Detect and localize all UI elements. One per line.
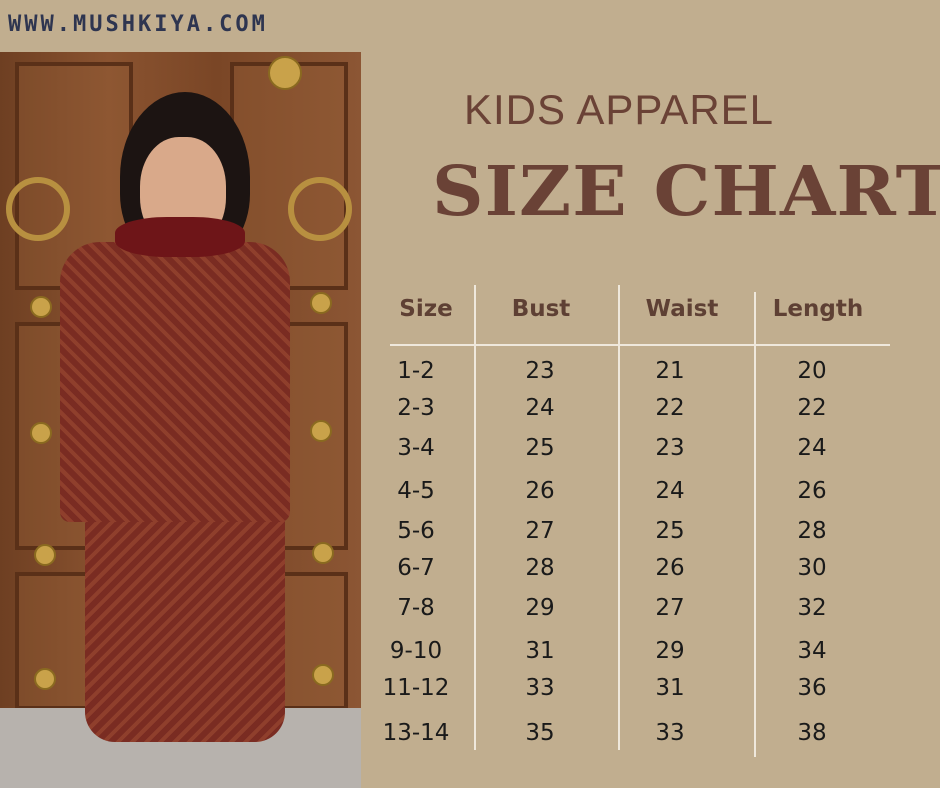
column-divider bbox=[474, 285, 476, 750]
cell-size: 5-6 bbox=[397, 518, 435, 544]
cell-waist: 22 bbox=[655, 395, 685, 421]
cell-length: 30 bbox=[797, 555, 827, 581]
cell-size: 2-3 bbox=[397, 395, 435, 421]
cell-waist: 27 bbox=[655, 595, 685, 621]
title-kids-apparel: KIDS APPAREL bbox=[464, 86, 775, 133]
cell-bust: 31 bbox=[525, 638, 555, 664]
cell-bust: 25 bbox=[525, 435, 555, 461]
cell-bust: 24 bbox=[525, 395, 555, 421]
cell-waist: 26 bbox=[655, 555, 685, 581]
column-divider bbox=[754, 292, 756, 757]
cell-size: 13-14 bbox=[382, 720, 450, 746]
cell-size: 11-12 bbox=[382, 675, 450, 701]
cell-bust: 33 bbox=[525, 675, 555, 701]
cell-bust: 29 bbox=[525, 595, 555, 621]
cell-waist: 24 bbox=[655, 478, 685, 504]
header-bust: Bust bbox=[511, 296, 571, 322]
column-divider bbox=[618, 285, 620, 750]
cell-length: 32 bbox=[797, 595, 827, 621]
cell-waist: 31 bbox=[655, 675, 685, 701]
cell-bust: 26 bbox=[525, 478, 555, 504]
header-divider bbox=[390, 344, 890, 346]
cell-bust: 27 bbox=[525, 518, 555, 544]
cell-waist: 25 bbox=[655, 518, 685, 544]
cell-waist: 21 bbox=[655, 358, 685, 384]
website-url: WWW.MUSHKIYA.COM bbox=[8, 12, 268, 37]
cell-bust: 23 bbox=[525, 358, 555, 384]
cell-size: 9-10 bbox=[389, 638, 443, 664]
cell-size: 6-7 bbox=[397, 555, 435, 581]
cell-length: 28 bbox=[797, 518, 827, 544]
title-size-chart: SIZE CHART bbox=[432, 152, 940, 232]
cell-length: 24 bbox=[797, 435, 827, 461]
cell-length: 22 bbox=[797, 395, 827, 421]
cell-length: 38 bbox=[797, 720, 827, 746]
cell-waist: 33 bbox=[655, 720, 685, 746]
cell-size: 1-2 bbox=[397, 358, 435, 384]
header-waist: Waist bbox=[645, 296, 719, 322]
cell-size: 4-5 bbox=[397, 478, 435, 504]
cell-length: 34 bbox=[797, 638, 827, 664]
product-photo bbox=[0, 52, 361, 788]
cell-waist: 23 bbox=[655, 435, 685, 461]
cell-size: 7-8 bbox=[397, 595, 435, 621]
cell-bust: 28 bbox=[525, 555, 555, 581]
cell-bust: 35 bbox=[525, 720, 555, 746]
cell-waist: 29 bbox=[655, 638, 685, 664]
cell-size: 3-4 bbox=[397, 435, 435, 461]
header-length: Length bbox=[772, 296, 864, 322]
cell-length: 26 bbox=[797, 478, 827, 504]
cell-length: 20 bbox=[797, 358, 827, 384]
header-size: Size bbox=[399, 296, 453, 322]
cell-length: 36 bbox=[797, 675, 827, 701]
